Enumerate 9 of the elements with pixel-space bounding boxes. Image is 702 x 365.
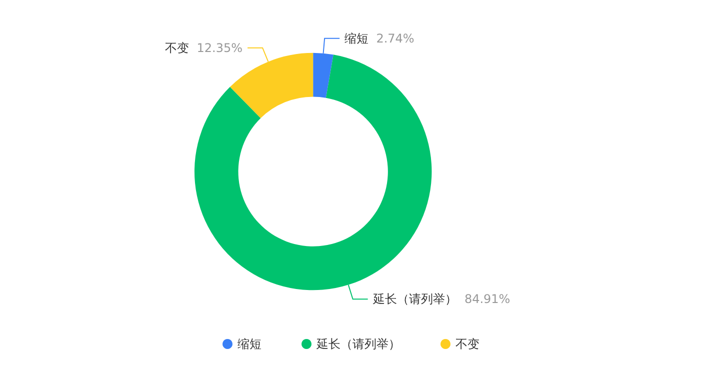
data-label: 2.74% [376,31,414,46]
data-label: 84.91% [464,292,510,306]
legend-label: 缩短 [238,337,262,351]
slice-label: 不变 [165,40,190,55]
slice-label: 延长（请列举） [372,292,457,306]
legend-label: 不变 [456,337,480,351]
slice-label: 缩短 [344,31,369,46]
legend-label: 延长（请列举） [316,337,400,351]
data-label: 12.35% [196,40,243,55]
